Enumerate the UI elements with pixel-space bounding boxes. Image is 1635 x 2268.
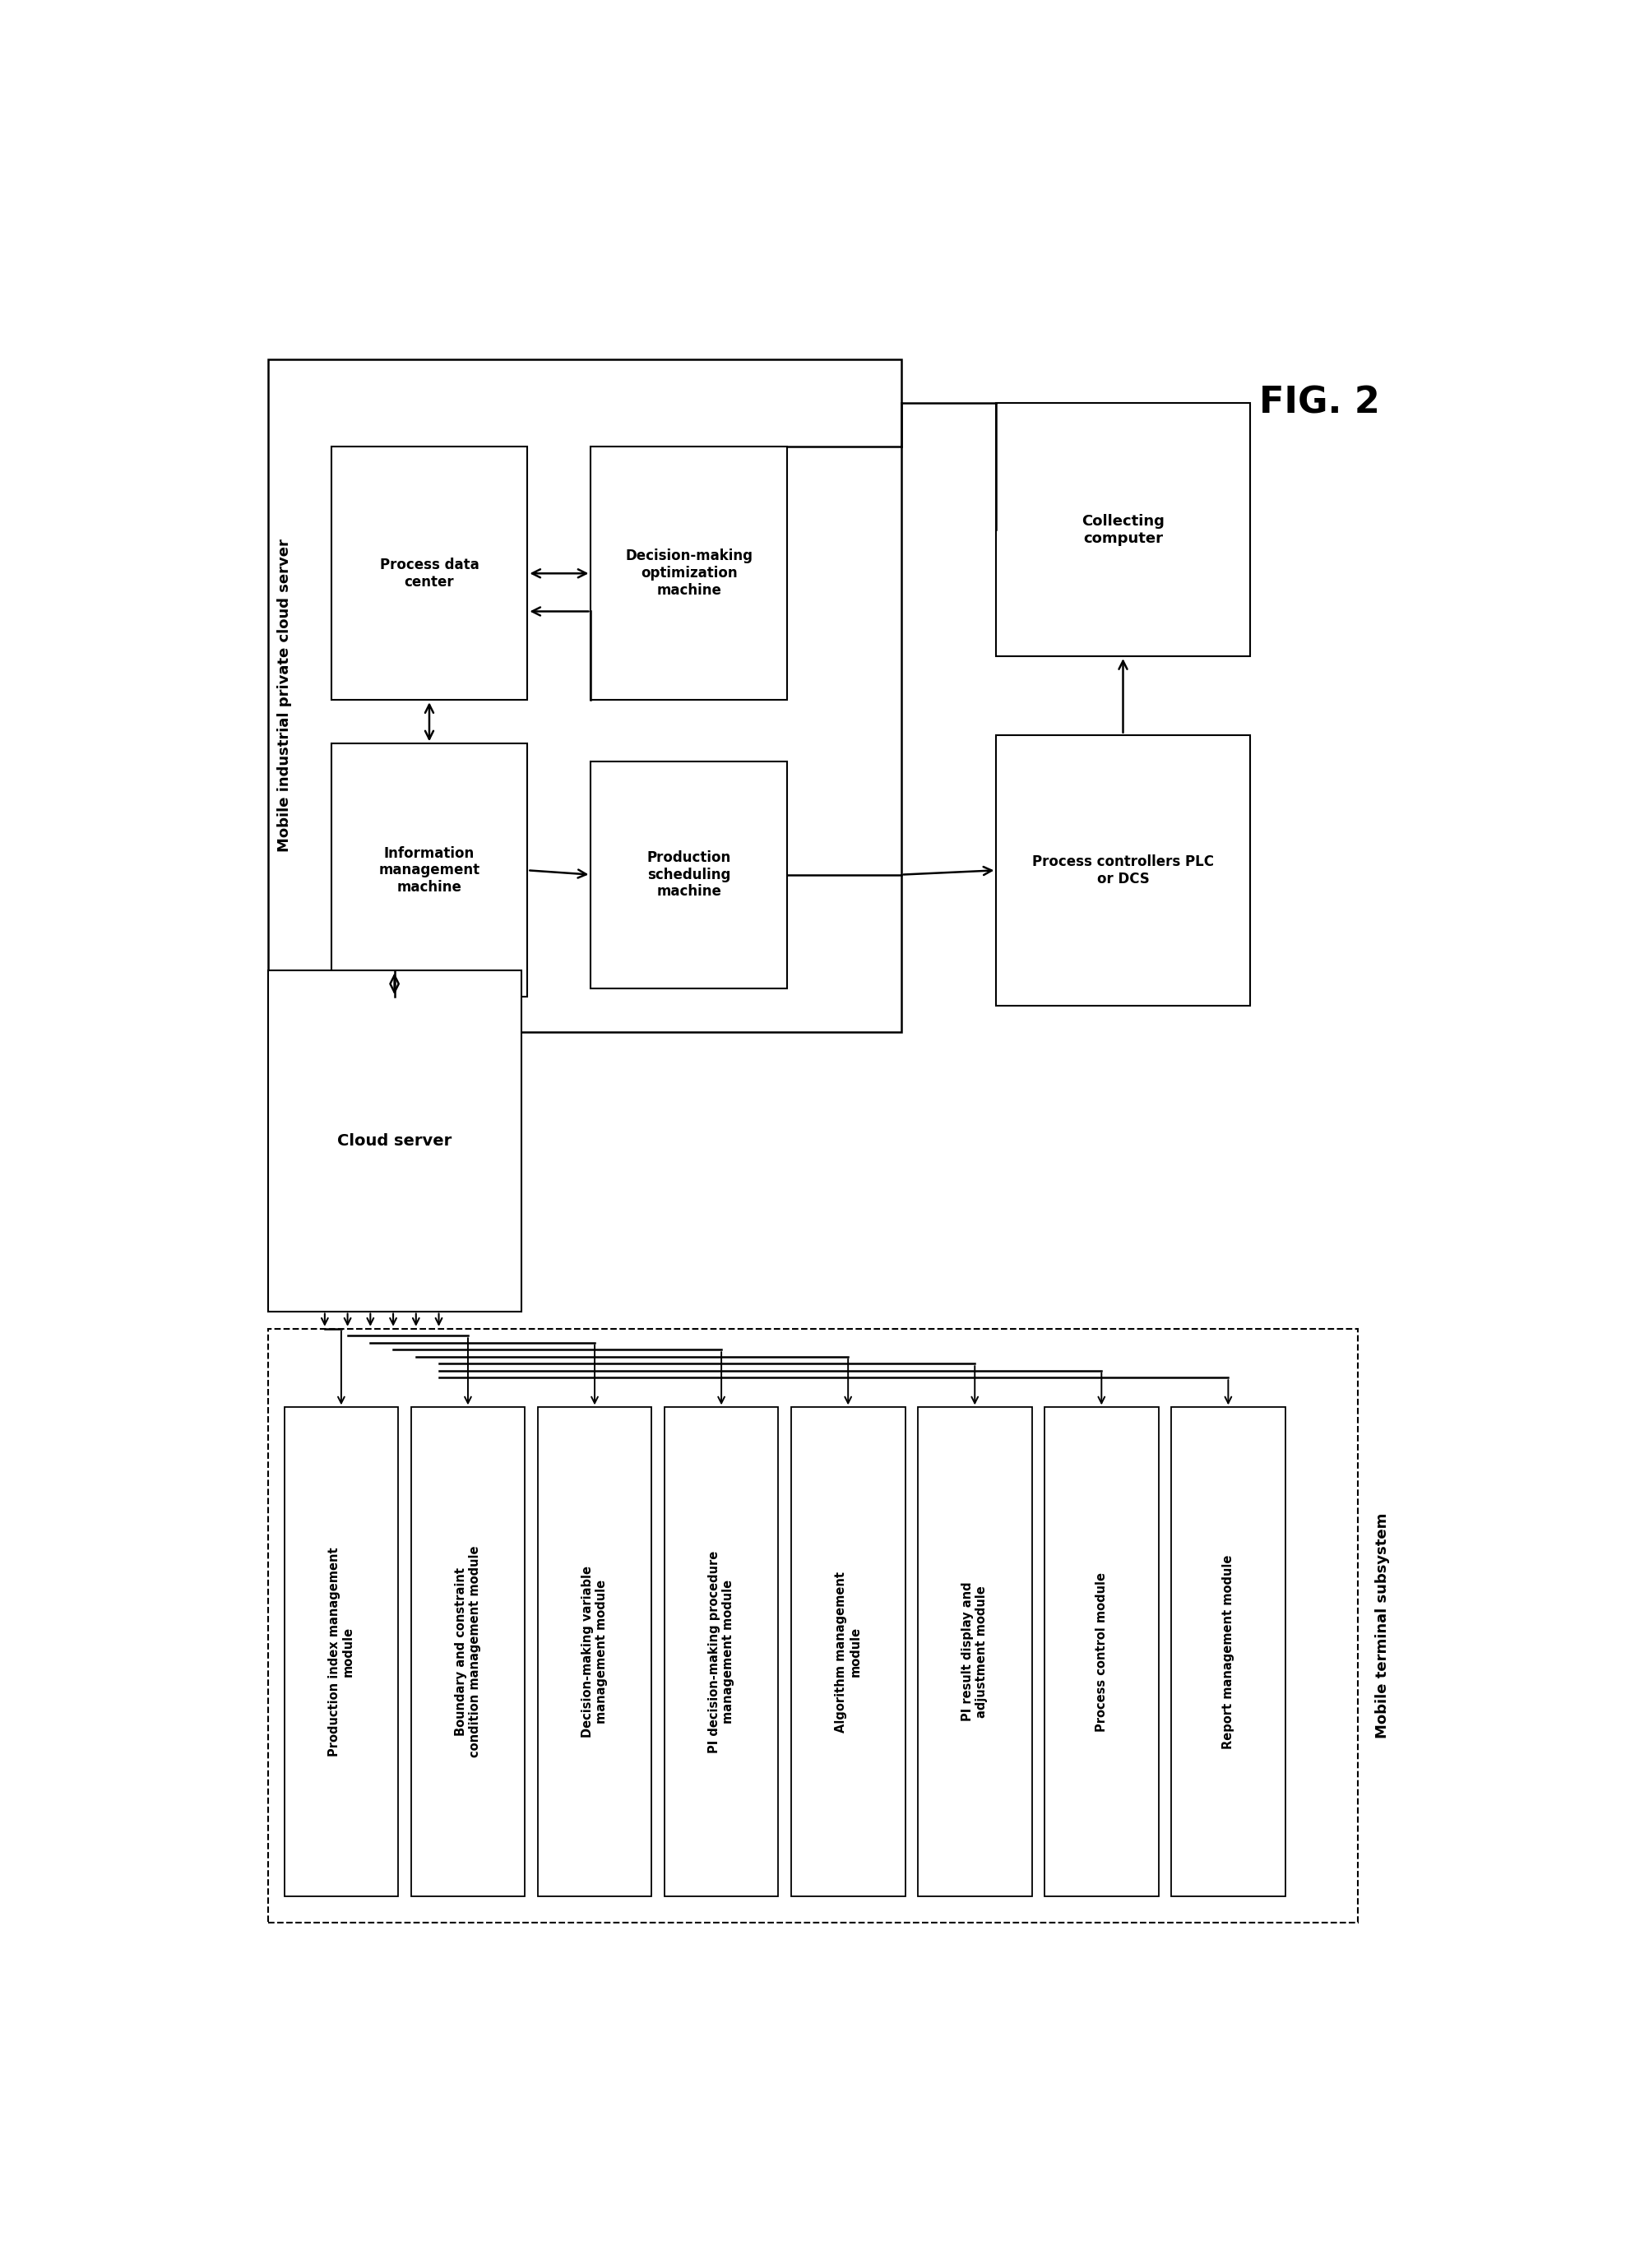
Text: Mobile terminal subsystem: Mobile terminal subsystem [1375, 1513, 1390, 1737]
Text: Process data
center: Process data center [379, 558, 479, 590]
Text: Production index management
module: Production index management module [329, 1547, 355, 1755]
FancyBboxPatch shape [332, 744, 528, 998]
Text: Process controllers PLC
or DCS: Process controllers PLC or DCS [1032, 855, 1213, 887]
FancyBboxPatch shape [268, 1329, 1357, 1923]
FancyBboxPatch shape [590, 762, 788, 989]
FancyBboxPatch shape [284, 1406, 399, 1896]
Text: Mobile industrial private cloud server: Mobile industrial private cloud server [276, 540, 291, 853]
Text: Collecting
computer: Collecting computer [1082, 515, 1164, 547]
Text: Decision-making variable
management module: Decision-making variable management modu… [582, 1565, 608, 1737]
Text: Report management module: Report management module [1221, 1554, 1234, 1749]
Text: Cloud server: Cloud server [337, 1134, 451, 1150]
FancyBboxPatch shape [332, 447, 528, 701]
FancyBboxPatch shape [538, 1406, 652, 1896]
Text: Production
scheduling
machine: Production scheduling machine [647, 850, 731, 898]
FancyBboxPatch shape [410, 1406, 525, 1896]
FancyBboxPatch shape [664, 1406, 778, 1896]
Text: Algorithm management
module: Algorithm management module [835, 1572, 862, 1733]
Text: Information
management
machine: Information management machine [379, 846, 481, 896]
Text: PI result display and
adjustment module: PI result display and adjustment module [961, 1583, 988, 1721]
Text: PI decision-making procedure
management module: PI decision-making procedure management … [708, 1551, 734, 1753]
FancyBboxPatch shape [1045, 1406, 1159, 1896]
Text: Decision-making
optimization
machine: Decision-making optimization machine [625, 549, 752, 599]
FancyBboxPatch shape [917, 1406, 1032, 1896]
Text: FIG. 2: FIG. 2 [1259, 386, 1380, 422]
Text: Process control module: Process control module [1095, 1572, 1107, 1730]
FancyBboxPatch shape [996, 735, 1249, 1005]
FancyBboxPatch shape [1171, 1406, 1285, 1896]
FancyBboxPatch shape [791, 1406, 906, 1896]
FancyBboxPatch shape [268, 358, 901, 1032]
FancyBboxPatch shape [590, 447, 788, 701]
FancyBboxPatch shape [996, 404, 1249, 655]
FancyBboxPatch shape [268, 971, 522, 1311]
Text: Boundary and constraint
condition management module: Boundary and constraint condition manage… [455, 1547, 481, 1758]
